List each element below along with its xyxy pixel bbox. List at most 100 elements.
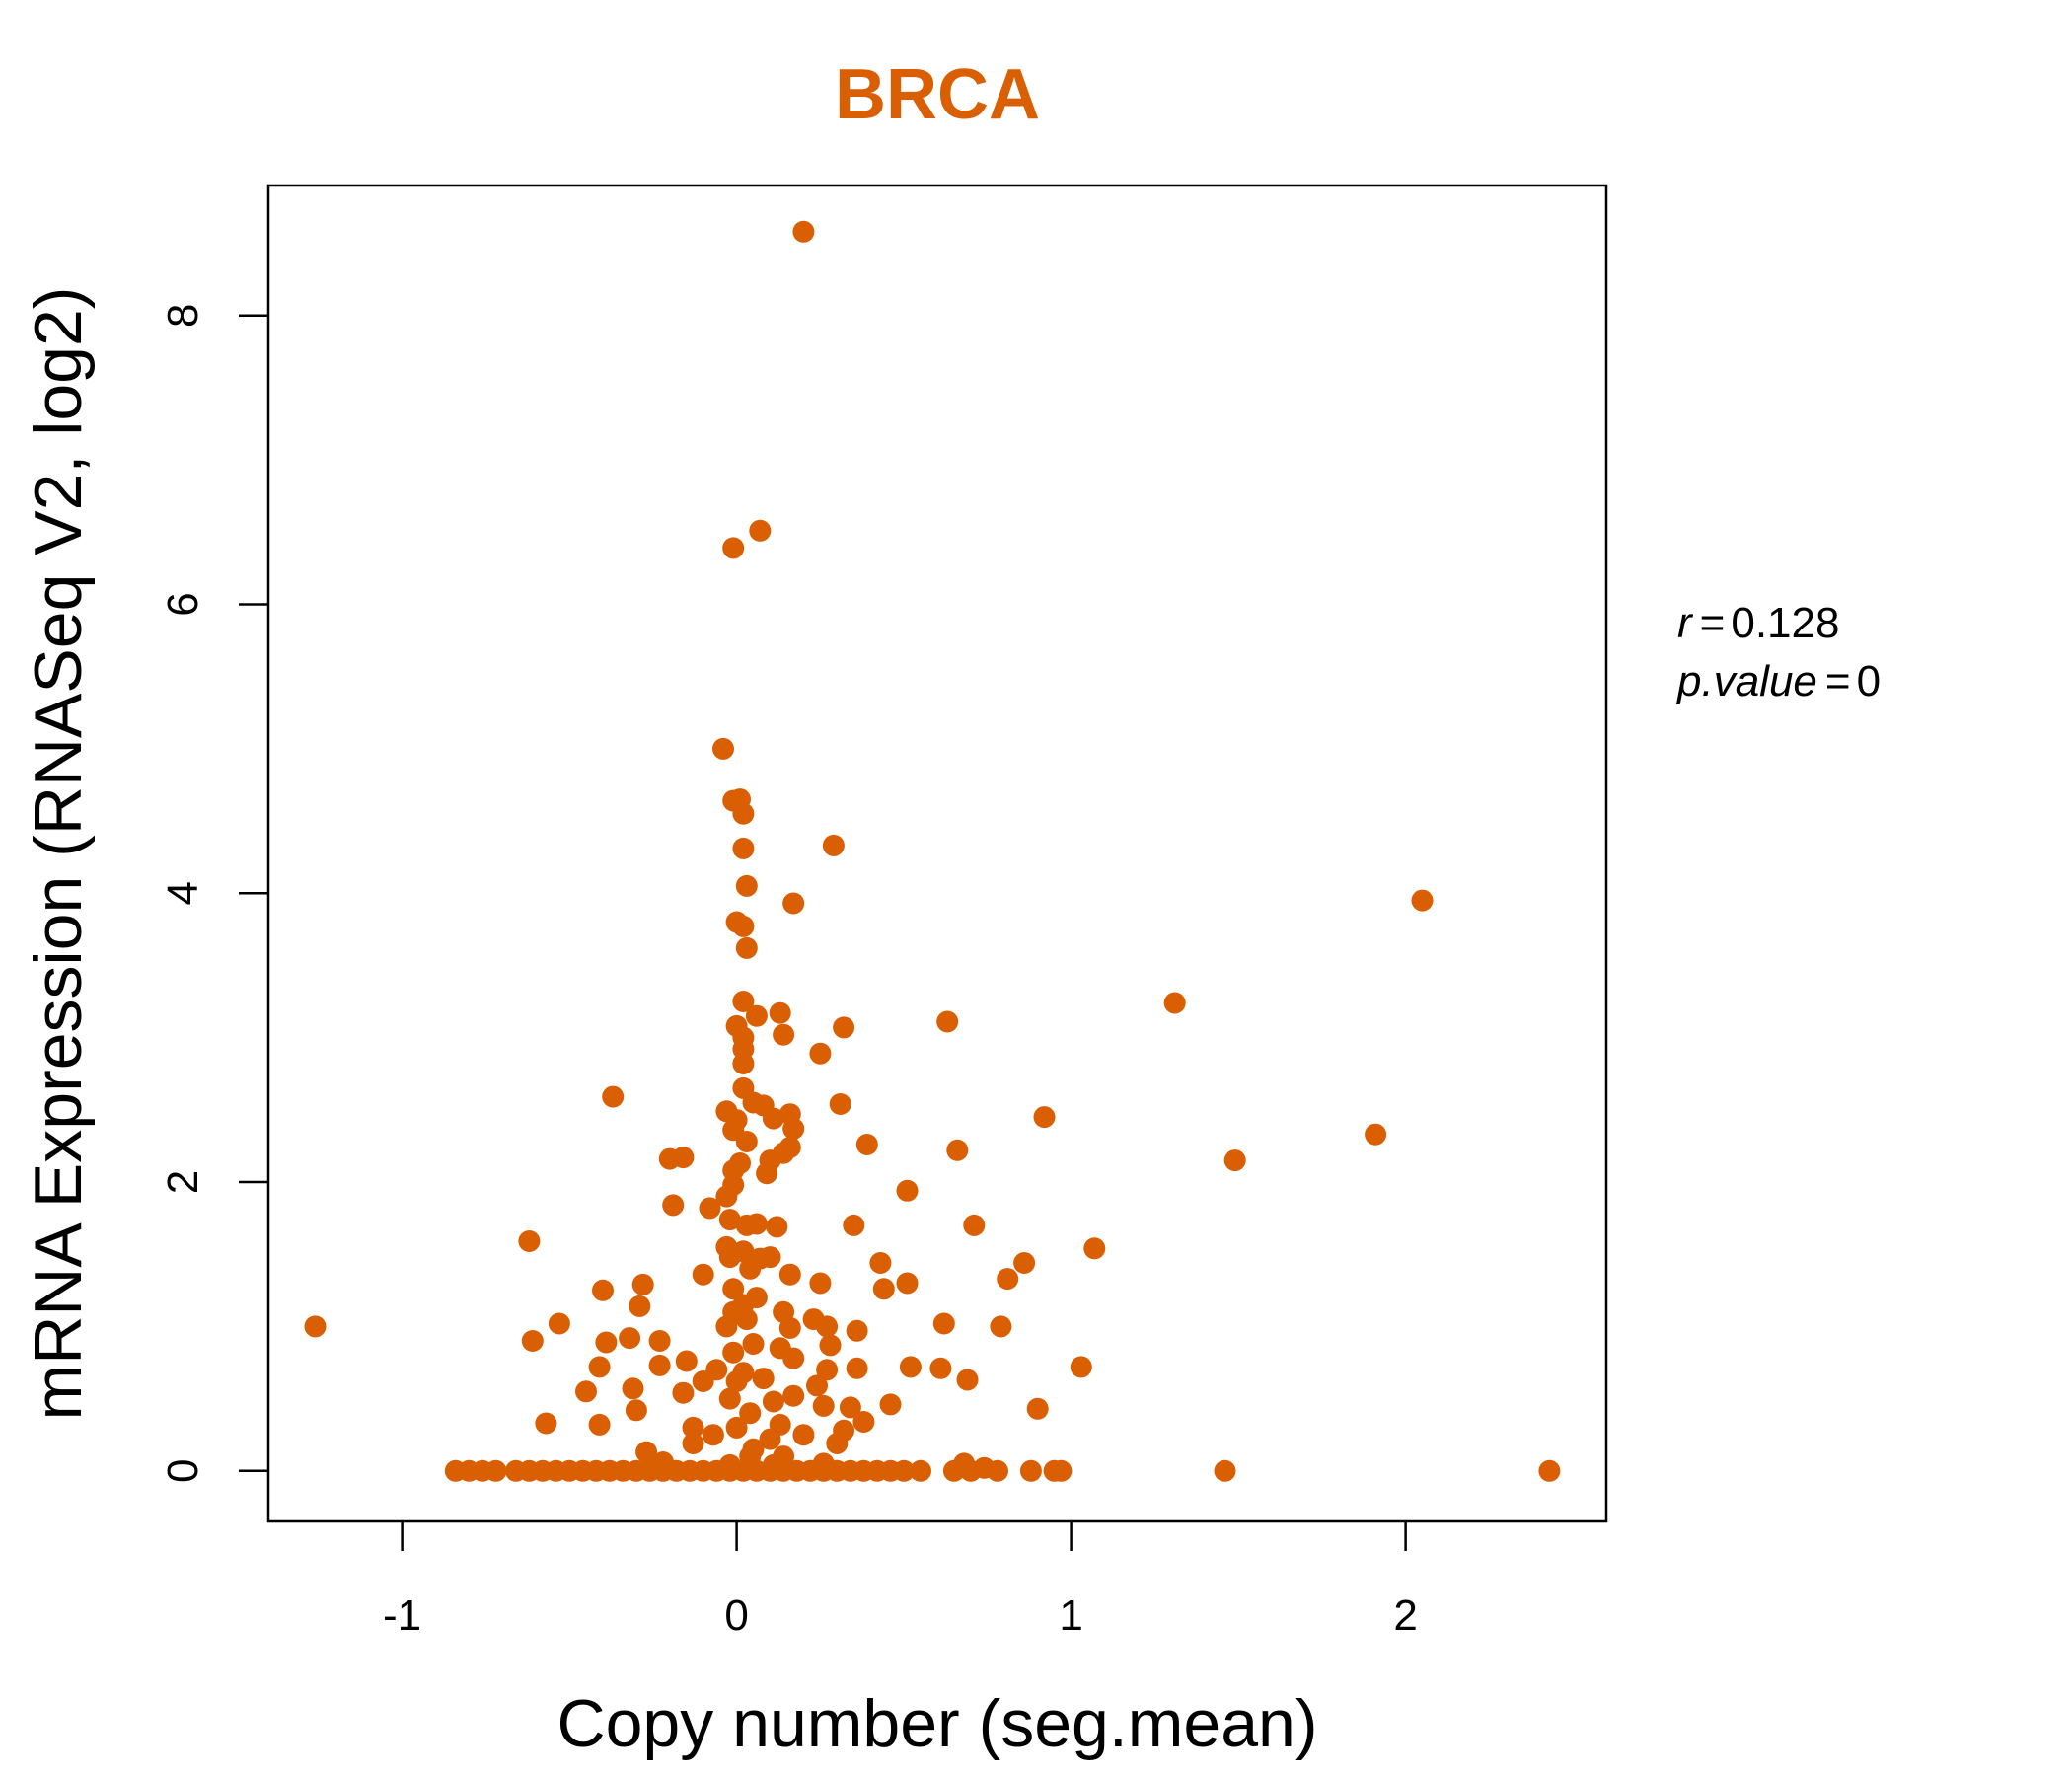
- data-point-43: [946, 1139, 969, 1161]
- data-point-99: [521, 1330, 544, 1352]
- r-label: r: [1677, 599, 1694, 647]
- y-tick-label: 0: [159, 1459, 207, 1483]
- data-point-59: [745, 1213, 768, 1235]
- data-point-17: [769, 1001, 791, 1024]
- r-value: 0.128: [1731, 599, 1839, 647]
- data-point-19: [936, 1010, 959, 1033]
- data-point-142: [759, 1428, 781, 1450]
- data-point-193: [1019, 1459, 1042, 1482]
- data-point-34: [1033, 1106, 1056, 1129]
- x-axis: -1 0 1 2: [383, 1521, 1418, 1640]
- data-point-95: [816, 1315, 839, 1338]
- data-point-94: [715, 1315, 738, 1338]
- data-point-121: [622, 1377, 644, 1400]
- data-point-106: [675, 1350, 698, 1372]
- data-point-133: [852, 1411, 875, 1433]
- data-point-190: [942, 1459, 965, 1482]
- data-point-196: [1214, 1459, 1236, 1482]
- data-point-1: [749, 519, 772, 542]
- data-point-93: [846, 1319, 868, 1342]
- data-point-39: [1365, 1123, 1387, 1146]
- x-tick-label: 0: [724, 1591, 748, 1640]
- data-point-191: [959, 1459, 982, 1482]
- data-point-108: [899, 1356, 922, 1378]
- data-point-112: [588, 1356, 611, 1378]
- data-point-70: [869, 1252, 892, 1274]
- data-point-8: [732, 837, 755, 859]
- x-tick-label: -1: [383, 1591, 421, 1640]
- data-point-42: [855, 1134, 878, 1155]
- data-point-189: [910, 1459, 931, 1482]
- p-value: 0: [1857, 657, 1881, 705]
- data-point-80: [592, 1279, 614, 1301]
- data-point-118: [725, 1370, 748, 1392]
- data-point-146: [635, 1441, 658, 1463]
- plot-frame: [266, 184, 1608, 1523]
- data-point-101: [742, 1333, 765, 1355]
- data-point-31: [742, 1091, 765, 1114]
- data-point-105: [782, 1347, 805, 1369]
- data-point-47: [1223, 1149, 1246, 1172]
- data-point-10: [782, 892, 805, 915]
- data-point-18: [745, 1004, 768, 1027]
- y-tick-label: 8: [159, 303, 207, 327]
- p-value-statistic: p.value = 0: [1675, 657, 1881, 705]
- data-point-57: [718, 1209, 741, 1231]
- data-point-134: [535, 1412, 557, 1435]
- plot-area: [266, 184, 1608, 1523]
- data-point-119: [692, 1370, 714, 1392]
- data-point-29: [829, 1093, 851, 1115]
- data-point-9: [735, 874, 758, 897]
- data-point-75: [997, 1268, 1019, 1291]
- data-point-69: [759, 1246, 781, 1269]
- data-point-15: [1163, 992, 1186, 1014]
- data-point-140: [792, 1424, 815, 1446]
- data-point-137: [725, 1416, 748, 1439]
- data-point-56: [699, 1197, 721, 1220]
- data-point-78: [809, 1272, 832, 1295]
- y-axis-label: mRNA Expression (RNASeq V2, log2): [21, 287, 96, 1421]
- data-point-130: [1026, 1397, 1049, 1420]
- data-point-122: [575, 1380, 597, 1403]
- data-point-92: [990, 1315, 1012, 1338]
- data-point-55: [662, 1194, 685, 1217]
- y-tick-label: 4: [159, 881, 207, 905]
- data-point-96: [778, 1316, 801, 1339]
- correlation-stats: r = 0.128 p.value = 0: [1675, 599, 1881, 705]
- data-point-14: [735, 936, 758, 959]
- data-point-195: [1050, 1459, 1073, 1482]
- data-point-46: [672, 1147, 695, 1169]
- data-point-125: [718, 1387, 741, 1410]
- y-tick-label: 2: [159, 1170, 207, 1194]
- data-point-116: [956, 1369, 979, 1391]
- data-point-158: [484, 1459, 507, 1482]
- data-point-120: [806, 1374, 828, 1397]
- data-point-141: [702, 1424, 724, 1446]
- data-point-28: [602, 1085, 625, 1108]
- data-point-131: [625, 1399, 647, 1422]
- data-point-13: [732, 915, 755, 937]
- data-point-128: [812, 1394, 835, 1417]
- x-axis-label: Copy number (seg.mean): [556, 1686, 1317, 1761]
- data-point-107: [648, 1354, 671, 1376]
- y-tick-label: 6: [159, 592, 207, 616]
- data-point-67: [718, 1246, 741, 1269]
- data-point-109: [929, 1357, 952, 1379]
- data-point-97: [619, 1327, 641, 1350]
- data-point-54: [715, 1185, 738, 1208]
- data-point-188: [893, 1459, 916, 1482]
- data-point-100: [648, 1330, 671, 1352]
- data-point-129: [839, 1396, 861, 1419]
- data-point-98: [595, 1331, 618, 1354]
- data-point-110: [1070, 1356, 1092, 1378]
- data-point-79: [872, 1278, 895, 1300]
- data-point-73: [692, 1263, 714, 1286]
- data-point-111: [816, 1359, 839, 1381]
- data-point-113: [846, 1357, 868, 1379]
- data-point-132: [739, 1402, 762, 1425]
- points-layer: [304, 220, 1561, 1482]
- data-point-11: [1411, 889, 1434, 912]
- data-point-6: [732, 802, 755, 825]
- data-point-40: [735, 1131, 758, 1152]
